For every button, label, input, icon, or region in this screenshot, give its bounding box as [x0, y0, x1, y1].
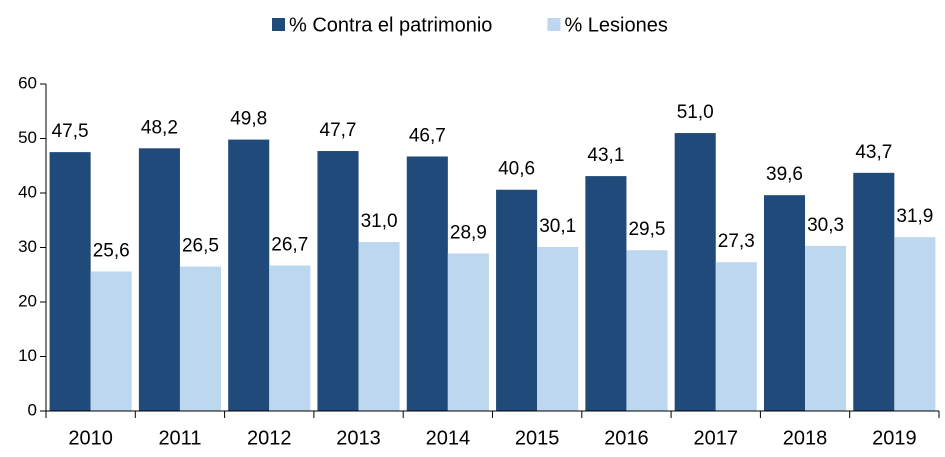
- bar: [447, 253, 489, 411]
- value-label: 30,3: [807, 215, 844, 236]
- bar: [406, 156, 448, 411]
- value-label: 47,5: [52, 121, 89, 142]
- x-tick-label: 2014: [426, 427, 471, 449]
- value-label: 30,1: [539, 216, 576, 237]
- bar: [317, 151, 359, 411]
- legend-label: % Lesiones: [564, 14, 667, 36]
- legend-swatch: [272, 18, 285, 31]
- value-label: 26,7: [271, 235, 308, 256]
- bar: [585, 176, 627, 411]
- value-label: 25,6: [93, 240, 130, 261]
- bar: [674, 133, 716, 412]
- x-tick-label: 2016: [604, 427, 649, 449]
- bar: [763, 195, 806, 411]
- bar: [626, 250, 668, 411]
- y-tick-label: 0: [28, 400, 37, 419]
- legend-label: % Contra el patrimonio: [289, 14, 492, 36]
- bar: [715, 262, 757, 411]
- value-label: 28,9: [450, 223, 487, 244]
- value-label: 43,7: [855, 142, 892, 163]
- value-label: 31,9: [896, 206, 933, 227]
- x-tick-label: 2010: [68, 427, 113, 449]
- bar: [49, 152, 91, 411]
- value-label: 27,3: [718, 231, 755, 252]
- bar: [138, 148, 180, 411]
- value-label: 46,7: [409, 126, 446, 147]
- x-tick-label: 2011: [158, 427, 201, 449]
- bar: [894, 237, 936, 411]
- x-tick-label: 2015: [515, 427, 560, 449]
- bar: [805, 245, 847, 411]
- bar: [358, 242, 400, 411]
- y-tick-label: 40: [18, 182, 37, 201]
- value-label: 48,2: [141, 117, 178, 138]
- value-label: 40,6: [498, 159, 535, 180]
- bar: [537, 246, 579, 411]
- value-label: 29,5: [628, 219, 665, 240]
- value-label: 49,8: [230, 109, 267, 130]
- x-tick-label: 2018: [783, 427, 828, 449]
- bar: [496, 189, 538, 411]
- x-tick-label: 2012: [247, 427, 292, 449]
- y-tick-label: 20: [18, 291, 37, 310]
- value-label: 31,0: [361, 211, 398, 232]
- value-label: 47,7: [320, 120, 357, 141]
- x-tick-label: 2013: [336, 427, 381, 449]
- bar: [90, 271, 132, 411]
- bar: [853, 172, 895, 411]
- value-label: 43,1: [587, 145, 624, 166]
- bar: [179, 266, 222, 411]
- y-tick-label: 50: [18, 128, 37, 147]
- value-label: 26,5: [182, 236, 219, 257]
- x-tick-label: 2017: [694, 427, 739, 449]
- legend-swatch: [547, 18, 561, 31]
- y-tick-label: 10: [18, 346, 37, 365]
- value-label: 39,6: [766, 164, 803, 185]
- bar: [228, 139, 270, 411]
- bar: [269, 265, 311, 411]
- x-tick-label: 2019: [872, 427, 917, 449]
- y-tick-label: 60: [18, 73, 37, 92]
- y-tick-label: 30: [18, 237, 37, 256]
- value-label: 51,0: [677, 102, 714, 123]
